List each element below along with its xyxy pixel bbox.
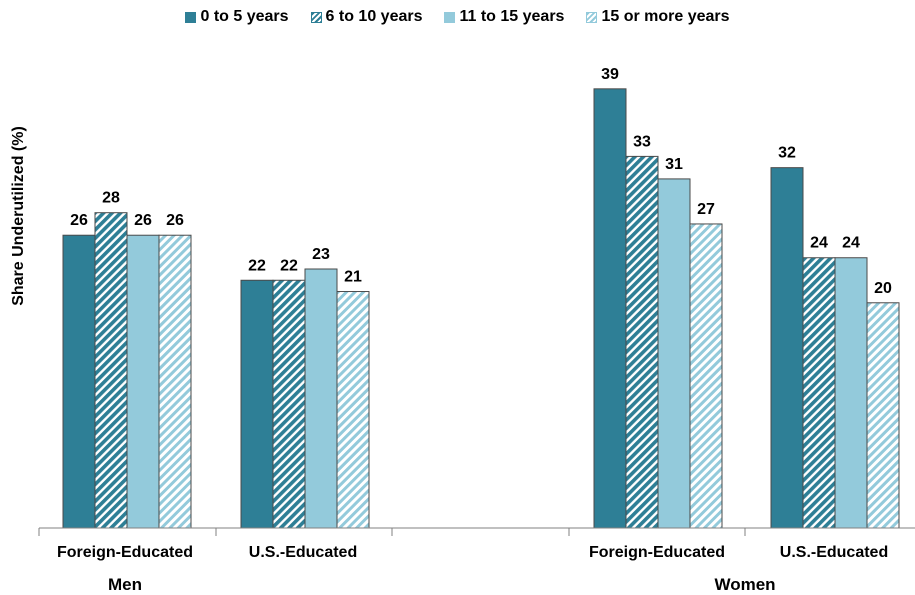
legend-item: 11 to 15 years [444,8,564,26]
data-label: 27 [697,201,715,218]
data-label: 26 [134,212,152,229]
legend-label: 0 to 5 years [200,8,289,25]
legend-item: 15 or more years [586,8,730,26]
x-tick-label: Foreign-Educated [57,544,193,561]
legend-swatch [444,11,456,23]
bar [336,291,370,529]
x-tick-label: U.S.-Educated [249,544,357,561]
bar [625,155,659,529]
legend-swatch [586,11,598,23]
group-label: Men [108,575,142,594]
data-label: 26 [70,212,88,229]
x-tick-label: Foreign-Educated [589,544,725,561]
bar [304,268,338,529]
bar [94,212,128,529]
data-label: 21 [344,269,362,286]
bar [834,257,868,529]
data-label: 32 [778,145,796,162]
bar [158,234,192,529]
data-label: 24 [842,235,860,252]
legend-label: 11 to 15 years [459,8,565,25]
data-label: 26 [166,212,184,229]
bar [689,223,723,529]
legend-item: 6 to 10 years [310,8,423,26]
bar [240,279,274,529]
legend: 0 to 5 years 6 to 10 years 11 to 15 years 1… [0,8,915,26]
x-tick-label: U.S.-Educated [780,544,888,561]
group-label: Women [714,575,775,594]
bar [272,279,306,529]
data-label: 23 [312,246,330,263]
bar [126,234,160,529]
data-label: 31 [665,156,683,173]
legend-label: 6 to 10 years [325,8,423,25]
data-label: 22 [280,257,298,274]
bar [866,302,900,529]
bar [802,257,836,529]
bar [657,178,691,529]
legend-swatch [310,11,322,23]
data-label: 39 [601,66,619,83]
data-label: 28 [102,190,120,207]
legend-label: 15 or more years [601,8,730,25]
bar [62,234,96,529]
y-axis-label: Share Underutilized (%) [10,126,27,306]
data-label: 20 [874,280,892,297]
data-label: 22 [248,257,266,274]
data-label: 24 [810,235,828,252]
bar [770,167,804,529]
legend-item: 0 to 5 years [185,8,289,26]
data-label: 33 [633,133,651,150]
legend-swatch [185,11,197,23]
bar [593,88,627,529]
